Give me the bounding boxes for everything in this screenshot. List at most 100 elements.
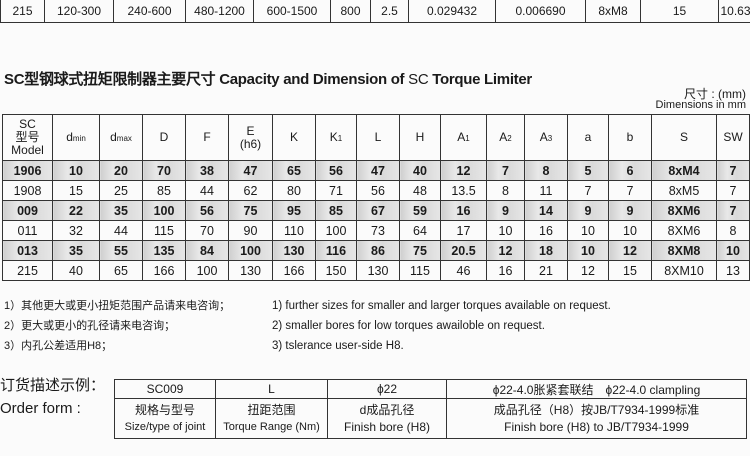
table-cell: 100 <box>185 260 229 281</box>
table-cell: 9 <box>486 200 525 221</box>
table-cell: 8 <box>524 160 568 181</box>
order-desc: 规格与型号 Size/type of joint <box>114 398 216 439</box>
table-cell: 95 <box>272 200 316 221</box>
table-cell: 16 <box>524 220 568 241</box>
table-cell: 10 <box>486 220 525 241</box>
table-cell: 10 <box>52 160 100 181</box>
table-cell: 7 <box>716 180 750 201</box>
table-cell: 20 <box>99 160 143 181</box>
table-cell: 16 <box>486 260 525 281</box>
table-cell: 15 <box>608 260 652 281</box>
table-cell: 47 <box>228 160 273 181</box>
notes-chinese: 1）其他更大或更小扭矩范围产品请来电咨询； 2）更大或更小的孔径请来电咨询； 3… <box>4 296 230 356</box>
table-cell: 18 <box>524 240 568 261</box>
table-cell: 0.006690 <box>495 0 586 23</box>
column-header: E (h6) <box>228 114 273 161</box>
column-header: A3 <box>524 114 568 161</box>
table-cell: 10 <box>567 220 609 241</box>
order-cell: SC009 <box>114 379 216 399</box>
table-cell: 100 <box>228 240 273 261</box>
table-cell: 15 <box>640 0 719 23</box>
table-cell: 35 <box>52 240 100 261</box>
notes-english: 1) further sizes for smaller and larger … <box>272 296 611 356</box>
order-label-en: Order form : <box>0 400 81 417</box>
table-cell: 47 <box>356 160 400 181</box>
table-cell: 25 <box>99 180 143 201</box>
table-cell: 6 <box>608 160 652 181</box>
table-cell: 85 <box>315 200 357 221</box>
table-cell: 130 <box>356 260 400 281</box>
table-cell: 12 <box>567 260 609 281</box>
table-cell: 44 <box>185 180 229 201</box>
table-cell: 100 <box>315 220 357 241</box>
table-cell: 600-1500 <box>253 0 331 23</box>
table-header-row: SC 型号 Model dmin dmax D F E (h6) K K1 L H A1 A2 A3 a b S SW <box>2 114 750 161</box>
table-row: 1908 15 25 85 44 62 80 71 56 48 13.5 8 11 7 7 8xM5 7 <box>2 180 750 201</box>
table-cell: 130 <box>272 240 316 261</box>
table-cell: 15 <box>52 180 100 201</box>
table-cell: 0.029432 <box>408 0 496 23</box>
table-cell: 17 <box>440 220 487 241</box>
table-cell: 9 <box>608 200 652 221</box>
table-cell: 1906 <box>2 160 53 181</box>
table-row: 011 32 44 115 70 90 110 100 73 64 17 10 16 10 10 8XM6 8 <box>2 220 750 241</box>
table-cell: 70 <box>142 160 186 181</box>
note: 2) smaller bores for low torques awailob… <box>272 320 545 332</box>
table-cell: 40 <box>52 260 100 281</box>
note: 1) further sizes for smaller and larger … <box>272 300 611 312</box>
table-cell: 8xM4 <box>651 160 717 181</box>
column-header: a <box>567 114 609 161</box>
order-desc: 成品孔径（H8）按JB/T7934-1999标准 Finish bore (H8)… <box>446 398 747 439</box>
table-cell: 009 <box>2 200 53 221</box>
table-row: 013 35 55 135 84 100 130 116 86 75 20.5 12 18 10 12 8XM… <box>2 240 750 261</box>
table-cell: 10 <box>567 240 609 261</box>
column-header: b <box>608 114 652 161</box>
column-header: SW <box>716 114 750 161</box>
table-cell: 21 <box>524 260 568 281</box>
column-header: SC 型号 Model <box>2 114 53 161</box>
order-example-row: SC009 L ϕ22 ϕ22-4.0胀紧套联结 ϕ22-4.0 clampli… <box>114 379 747 399</box>
table-cell: 115 <box>142 220 186 241</box>
table-cell: 8xM5 <box>651 180 717 201</box>
table-cell: 59 <box>399 200 441 221</box>
table-cell: 135 <box>142 240 186 261</box>
table-cell: 56 <box>185 200 229 221</box>
table-cell: 8XM10 <box>651 260 717 281</box>
table-cell: 85 <box>142 180 186 201</box>
column-header: dmin <box>52 114 100 161</box>
table-cell: 8XM6 <box>651 220 717 241</box>
table-cell: 38 <box>185 160 229 181</box>
dimension-table: SC 型号 Model dmin dmax D F E (h6) K K1 L H A1 A2 A3 a b S SW… <box>2 114 750 281</box>
table-cell: 56 <box>356 180 400 201</box>
table-cell: 55 <box>99 240 143 261</box>
table-cell: 7 <box>608 180 652 201</box>
table-cell: 12 <box>486 240 525 261</box>
table-cell: 7 <box>567 180 609 201</box>
table-cell: 130 <box>228 260 273 281</box>
note: 1）其他更大或更小扭矩范围产品请来电咨询； <box>4 300 231 312</box>
order-label-cn: 订货描述示例： <box>0 377 106 394</box>
table-cell: 75 <box>399 240 441 261</box>
table-row: 215 120-300 240-600 480-1200 600-1500 800 2.5 0… <box>0 0 750 23</box>
note: 2）更大或更小的孔径请来电咨询； <box>4 320 176 332</box>
table-cell: 7 <box>486 160 525 181</box>
table-cell: 67 <box>356 200 400 221</box>
table-cell: 65 <box>99 260 143 281</box>
table-cell: 166 <box>142 260 186 281</box>
column-header: F <box>185 114 229 161</box>
table-cell: 48 <box>399 180 441 201</box>
table-cell: 1908 <box>2 180 53 201</box>
note: 3）内孔公差适用H8； <box>4 340 113 352</box>
table-cell: 56 <box>315 160 357 181</box>
table-cell: 86 <box>356 240 400 261</box>
column-header: L <box>356 114 400 161</box>
table-cell: 10 <box>716 240 750 261</box>
table-cell: 116 <box>315 240 357 261</box>
order-form-table: SC009 L ϕ22 ϕ22-4.0胀紧套联结 ϕ22-4.0 clampli… <box>114 379 747 439</box>
table-cell: 115 <box>399 260 441 281</box>
table-cell: 40 <box>399 160 441 181</box>
column-header: H <box>399 114 441 161</box>
table-cell: 73 <box>356 220 400 241</box>
table-cell: 120-300 <box>44 0 114 23</box>
column-header: K <box>272 114 316 161</box>
